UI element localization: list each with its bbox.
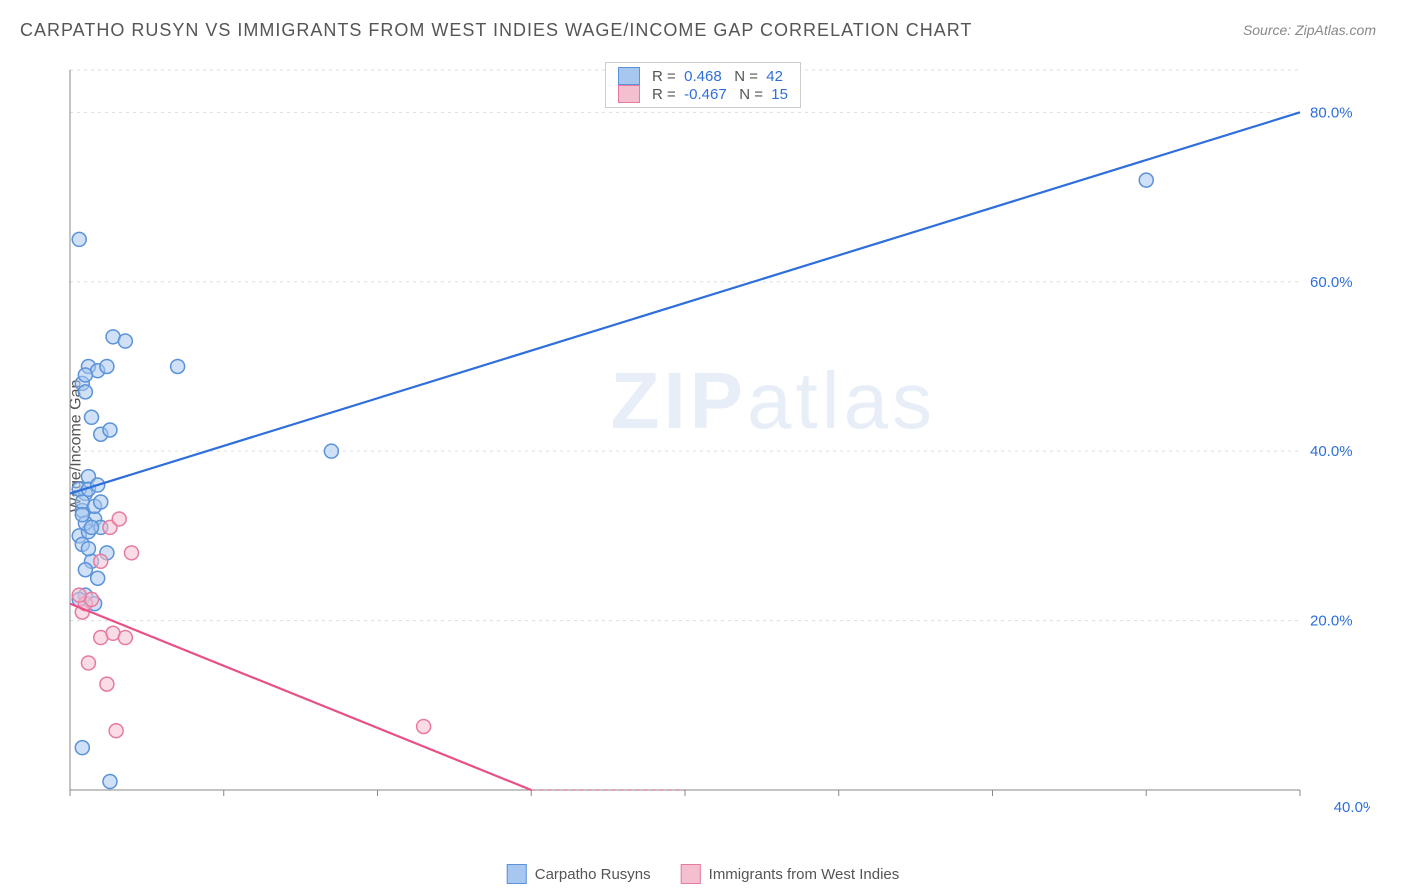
svg-text:40.0%: 40.0% [1310,443,1353,460]
legend-swatch [618,67,640,85]
series-legend-label: Immigrants from West Indies [709,866,900,883]
series-legend-label: Carpatho Rusyns [535,866,651,883]
source-attribution: Source: ZipAtlas.com [1243,22,1376,38]
svg-text:60.0%: 60.0% [1310,274,1353,291]
correlation-legend-row: R = 0.468 N = 42 [618,67,788,85]
chart-title: CARPATHO RUSYN VS IMMIGRANTS FROM WEST I… [20,20,972,41]
correlation-legend: R = 0.468 N = 42R = -0.467 N = 15 [605,62,801,108]
chart-area: 20.0%40.0%60.0%80.0%0.0%40.0% [60,60,1370,820]
correlation-legend-row: R = -0.467 N = 15 [618,85,788,103]
svg-text:80.0%: 80.0% [1310,104,1353,121]
series-legend-item: Immigrants from West Indies [681,864,900,884]
series-legend: Carpatho Rusyns Immigrants from West Indi… [507,864,900,884]
legend-swatch [681,864,701,884]
legend-swatch [618,85,640,103]
svg-text:40.0%: 40.0% [1334,799,1370,816]
correlation-stats-text: R = -0.467 N = 15 [652,86,788,103]
svg-text:20.0%: 20.0% [1310,613,1353,630]
series-legend-item: Carpatho Rusyns [507,864,651,884]
legend-swatch [507,864,527,884]
scatter-chart-svg: 20.0%40.0%60.0%80.0%0.0%40.0% [60,60,1370,820]
correlation-stats-text: R = 0.468 N = 42 [652,68,783,85]
